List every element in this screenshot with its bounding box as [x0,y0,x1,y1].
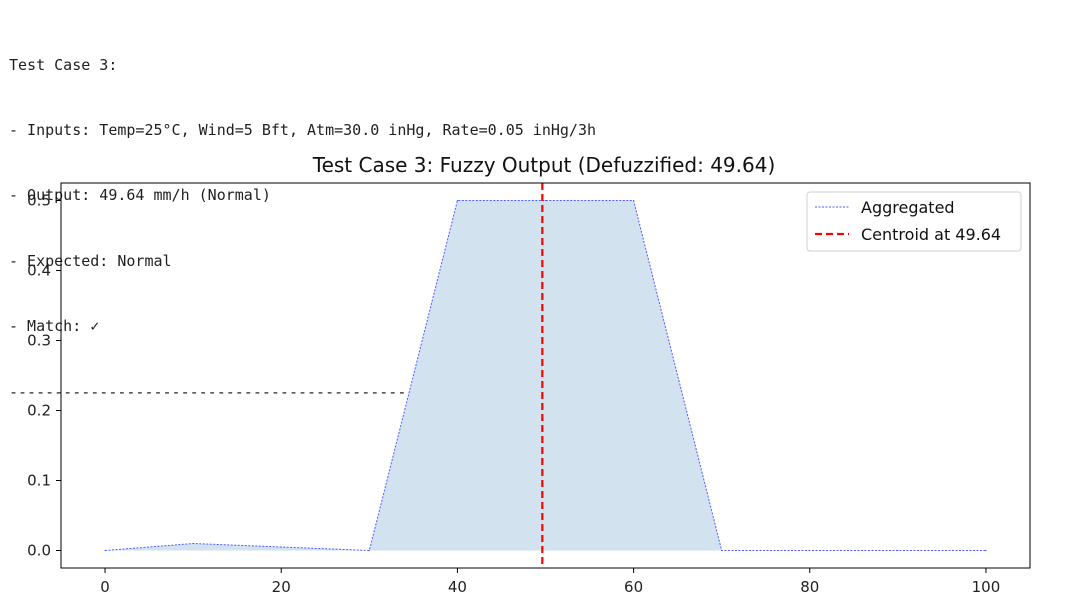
x-tick-label: 60 [624,578,643,596]
aggregated-point [104,550,105,551]
aggregated-point [985,550,986,551]
aggregated-point [545,200,546,201]
y-tick-label: 0.0 [27,542,51,560]
legend-label-aggregated: Aggregated [861,198,955,217]
chart-title: Test Case 3: Fuzzy Output (Defuzzified: … [312,153,776,177]
y-tick-label: 0.2 [27,402,51,420]
aggregated-point [897,550,898,551]
aggregated-point [721,550,722,551]
x-tick-label: 20 [272,578,291,596]
legend: Aggregated Centroid at 49.64 [807,192,1021,251]
aggregated-point [633,200,634,201]
x-tick-label: 100 [972,578,1001,596]
legend-label-centroid: Centroid at 49.64 [861,225,1001,244]
y-tick-label: 0.4 [27,262,51,280]
x-tick-label: 40 [448,578,467,596]
aggregated-area [105,201,986,551]
y-tick-label: 0.1 [27,472,51,490]
aggregated-point [369,550,370,551]
aggregated-point [281,546,282,547]
aggregated-point [809,550,810,551]
y-tick-label: 0.5 [27,192,51,210]
aggregated-point [193,543,194,544]
x-tick-label: 80 [800,578,819,596]
aggregated-point [457,200,458,201]
y-tick-label: 0.3 [27,332,51,350]
x-tick-label: 0 [100,578,110,596]
